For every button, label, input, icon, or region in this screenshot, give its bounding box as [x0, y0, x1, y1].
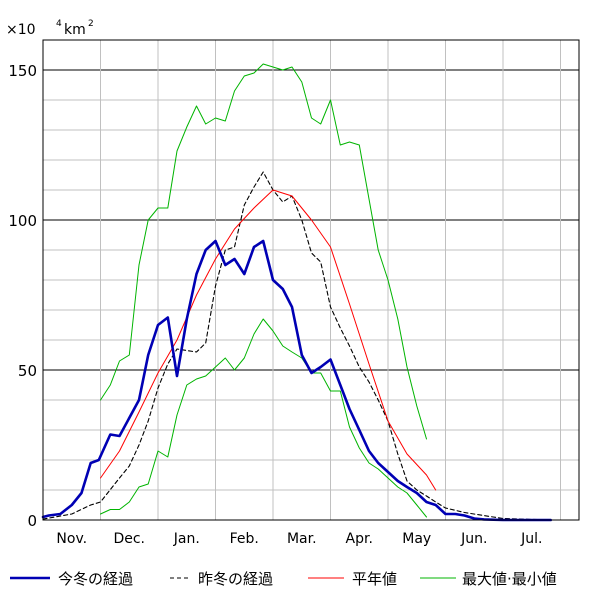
series-line [42, 171, 552, 521]
legend-label: 平年値 [352, 570, 397, 588]
legend-label: 今冬の経過 [58, 570, 133, 588]
legend: 今冬の経過 昨冬の経過 平年値 最大値·最小値 [10, 570, 557, 588]
legend-label: 最大値·最小値 [462, 570, 557, 588]
x-tick-label: Mar. [287, 531, 317, 547]
series-line [100, 318, 427, 518]
series-line [100, 63, 427, 440]
y-tick-label: 0 [27, 512, 37, 530]
y-axis: 0 50 100 150 [8, 62, 37, 530]
x-tick-label: Nov. [56, 531, 87, 547]
y-unit-label: ×10 4 km 2 [6, 19, 94, 38]
x-tick-label: Jan. [173, 531, 200, 547]
x-axis: Nov. Dec. Jan. Feb. Mar. Apr. May Jun. Jul. [56, 531, 542, 547]
unit-base: km [64, 22, 86, 38]
unit-exponent: 4 [56, 19, 62, 29]
x-tick-label: May [402, 531, 431, 547]
x-tick-label: Dec. [113, 531, 145, 547]
y-tick-label: 100 [8, 212, 37, 230]
chart-grid [43, 40, 579, 520]
chart-series [41, 63, 552, 522]
x-tick-label: Jun. [460, 531, 487, 547]
plot-frame [42, 39, 580, 521]
y-tick-label: 150 [8, 62, 37, 80]
x-tick-label: Feb. [230, 531, 259, 547]
x-tick-label: Apr. [346, 531, 373, 547]
series-line [41, 239, 552, 522]
legend-label: 昨冬の経過 [198, 570, 273, 588]
series-line [100, 189, 437, 491]
unit-power: 2 [88, 19, 94, 29]
x-tick-label: Jul. [520, 531, 542, 547]
y-tick-label: 50 [18, 362, 37, 380]
unit-prefix: ×10 [6, 22, 36, 38]
